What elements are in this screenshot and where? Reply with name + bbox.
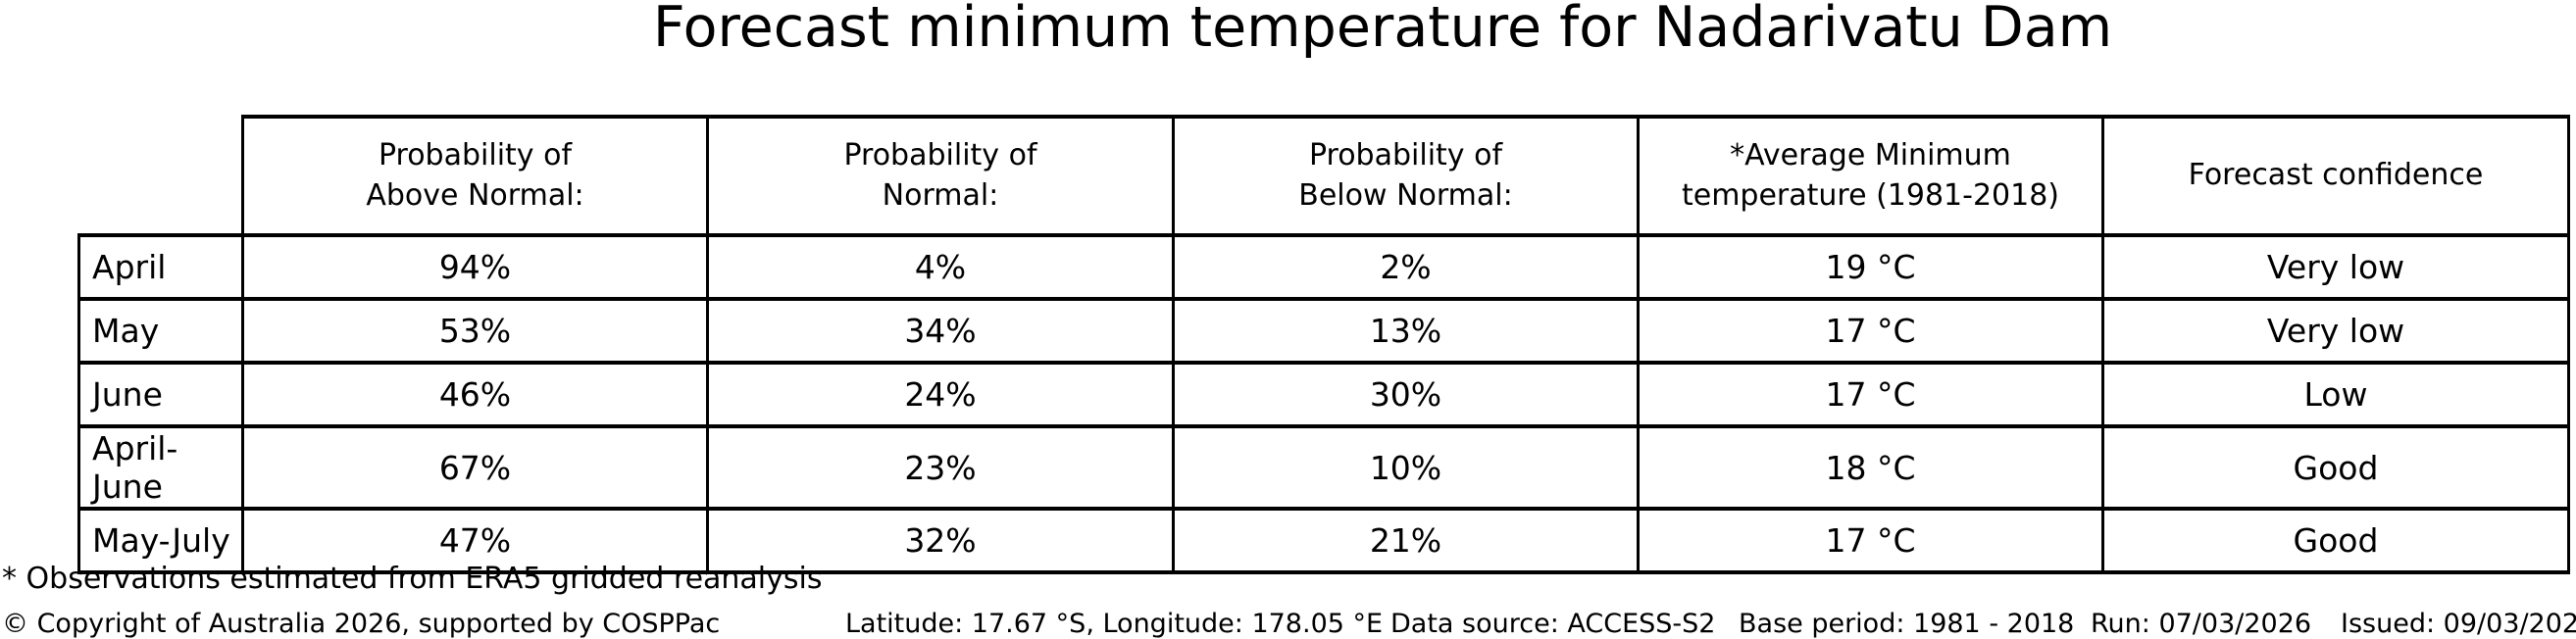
above-normal-value: 67% xyxy=(241,424,709,511)
forecast-confidence-value: Very low xyxy=(2101,297,2570,365)
observations-footnote: * Observations estimated from ERA5 gridd… xyxy=(2,562,823,596)
normal-value: 4% xyxy=(706,233,1175,301)
corner-cell xyxy=(79,117,243,235)
table-row-may: May 53% 34% 13% 17 °C Very low xyxy=(77,297,2570,365)
run-date-text: Run: 07/03/2026 xyxy=(2091,609,2312,639)
average-minimum-temperature-value: 17 °C xyxy=(1637,507,2104,574)
col-header-average-minimum-temperature: *Average Minimum temperature (1981-2018) xyxy=(1637,115,2104,237)
above-normal-value: 46% xyxy=(241,361,709,428)
col-header-below-normal: Probability of Below Normal: xyxy=(1172,115,1640,237)
below-normal-value: 13% xyxy=(1172,297,1640,365)
period-label: April-June xyxy=(77,424,244,511)
location-text: Latitude: 17.67 °S, Longitude: 178.05 °E xyxy=(845,609,1384,639)
period-label: June xyxy=(77,361,244,428)
page-title: Forecast minimum temperature for Nadariv… xyxy=(652,0,2113,60)
normal-value: 32% xyxy=(706,507,1175,574)
table-row-april: April 94% 4% 2% 19 °C Very low xyxy=(77,233,2570,301)
footer-bar: © Copyright of Australia 2026, supported… xyxy=(0,609,2576,639)
col-header-normal: Probability of Normal: xyxy=(706,115,1175,237)
period-label: May-July xyxy=(77,507,244,574)
table-row-may-july: May-July 47% 32% 21% 17 °C Good xyxy=(77,507,2570,574)
issued-date-text: Issued: 09/03/2026 xyxy=(2341,609,2576,639)
normal-value: 23% xyxy=(706,424,1175,511)
average-minimum-temperature-value: 17 °C xyxy=(1637,361,2104,428)
above-normal-value: 94% xyxy=(241,233,709,301)
period-label: April xyxy=(77,233,244,301)
average-minimum-temperature-value: 17 °C xyxy=(1637,297,2104,365)
normal-value: 34% xyxy=(706,297,1175,365)
normal-value: 24% xyxy=(706,361,1175,428)
above-normal-value: 53% xyxy=(241,297,709,365)
header-row: Probability of Above Normal: Probability… xyxy=(79,115,2570,237)
forecast-confidence-value: Good xyxy=(2101,507,2570,574)
base-period-text: Base period: 1981 - 2018 xyxy=(1739,609,2075,639)
below-normal-value: 30% xyxy=(1172,361,1640,428)
below-normal-value: 10% xyxy=(1172,424,1640,511)
col-header-above-normal: Probability of Above Normal: xyxy=(241,115,709,237)
above-normal-value: 47% xyxy=(241,507,709,574)
average-minimum-temperature-value: 19 °C xyxy=(1637,233,2104,301)
below-normal-value: 21% xyxy=(1172,507,1640,574)
forecast-table: Probability of Above Normal: Probability… xyxy=(77,115,2570,574)
forecast-confidence-value: Low xyxy=(2101,361,2570,428)
data-source-text: Data source: ACCESS-S2 xyxy=(1390,609,1716,639)
forecast-confidence-value: Good xyxy=(2101,424,2570,511)
below-normal-value: 2% xyxy=(1172,233,1640,301)
col-header-forecast-confidence: Forecast confidence xyxy=(2101,115,2570,237)
period-label: May xyxy=(77,297,244,365)
average-minimum-temperature-value: 18 °C xyxy=(1637,424,2104,511)
forecast-confidence-value: Very low xyxy=(2101,233,2570,301)
table-row-april-june: April-June 67% 23% 10% 18 °C Good xyxy=(77,424,2570,511)
table-row-june: June 46% 24% 30% 17 °C Low xyxy=(77,361,2570,428)
copyright-text: © Copyright of Australia 2026, supported… xyxy=(2,609,721,639)
